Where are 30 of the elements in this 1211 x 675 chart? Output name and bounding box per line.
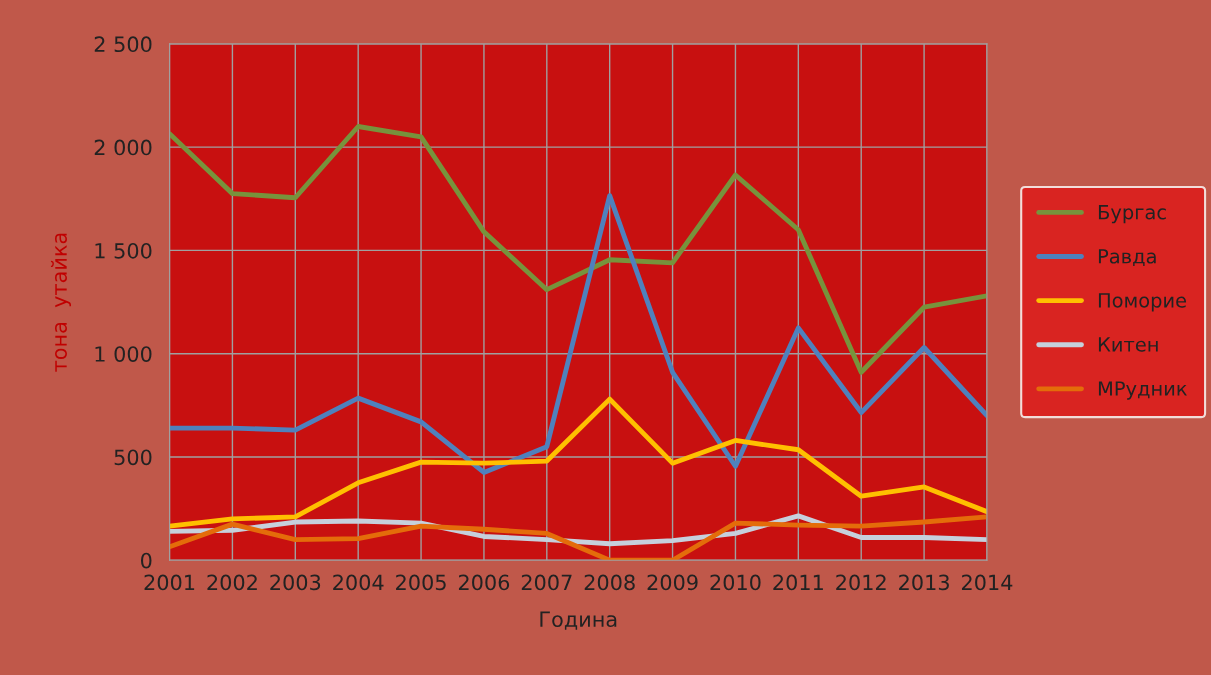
x-tick-label: 2003 [270, 574, 321, 591]
line-series [169, 193, 987, 475]
x-tick-label: 2011 [773, 574, 823, 591]
y-tick-label: 2 000 [94, 139, 152, 156]
x-tick-label: 2014 [961, 574, 1013, 591]
x-tick-label: 2009 [647, 574, 698, 591]
x-tick-label: 2010 [710, 574, 761, 591]
x-tick-label: 2001 [144, 574, 195, 591]
line-series [169, 124, 987, 375]
y-tick-label: 500 [114, 449, 152, 466]
x-tick-label: 2013 [899, 574, 949, 591]
x-tick-label: 2008 [584, 574, 635, 591]
x-tick-label: 2007 [521, 574, 572, 591]
y-tick-label: 0 [140, 552, 152, 569]
legend-label: Равда [1098, 249, 1156, 267]
x-tick-label: 2012 [836, 574, 886, 591]
x-axis-title: Година [540, 611, 617, 630]
x-tick-label: 2004 [333, 574, 384, 591]
y-tick-label: 1 500 [95, 242, 152, 259]
x-tick-label: 2006 [458, 574, 510, 591]
legend-label: Поморие [1098, 293, 1187, 312]
legend-label: МРудник [1098, 381, 1187, 400]
y-tick-label: 2 500 [94, 36, 152, 53]
line-series [169, 396, 987, 529]
x-tick-label: 2002 [207, 574, 257, 591]
y-tick-label: 1 000 [95, 346, 152, 362]
x-tick-label: 2005 [396, 574, 446, 591]
y-axis-title: тона утайка [50, 233, 72, 372]
legend-label: Бургас [1098, 205, 1166, 224]
legend-label: Китен [1098, 337, 1158, 352]
